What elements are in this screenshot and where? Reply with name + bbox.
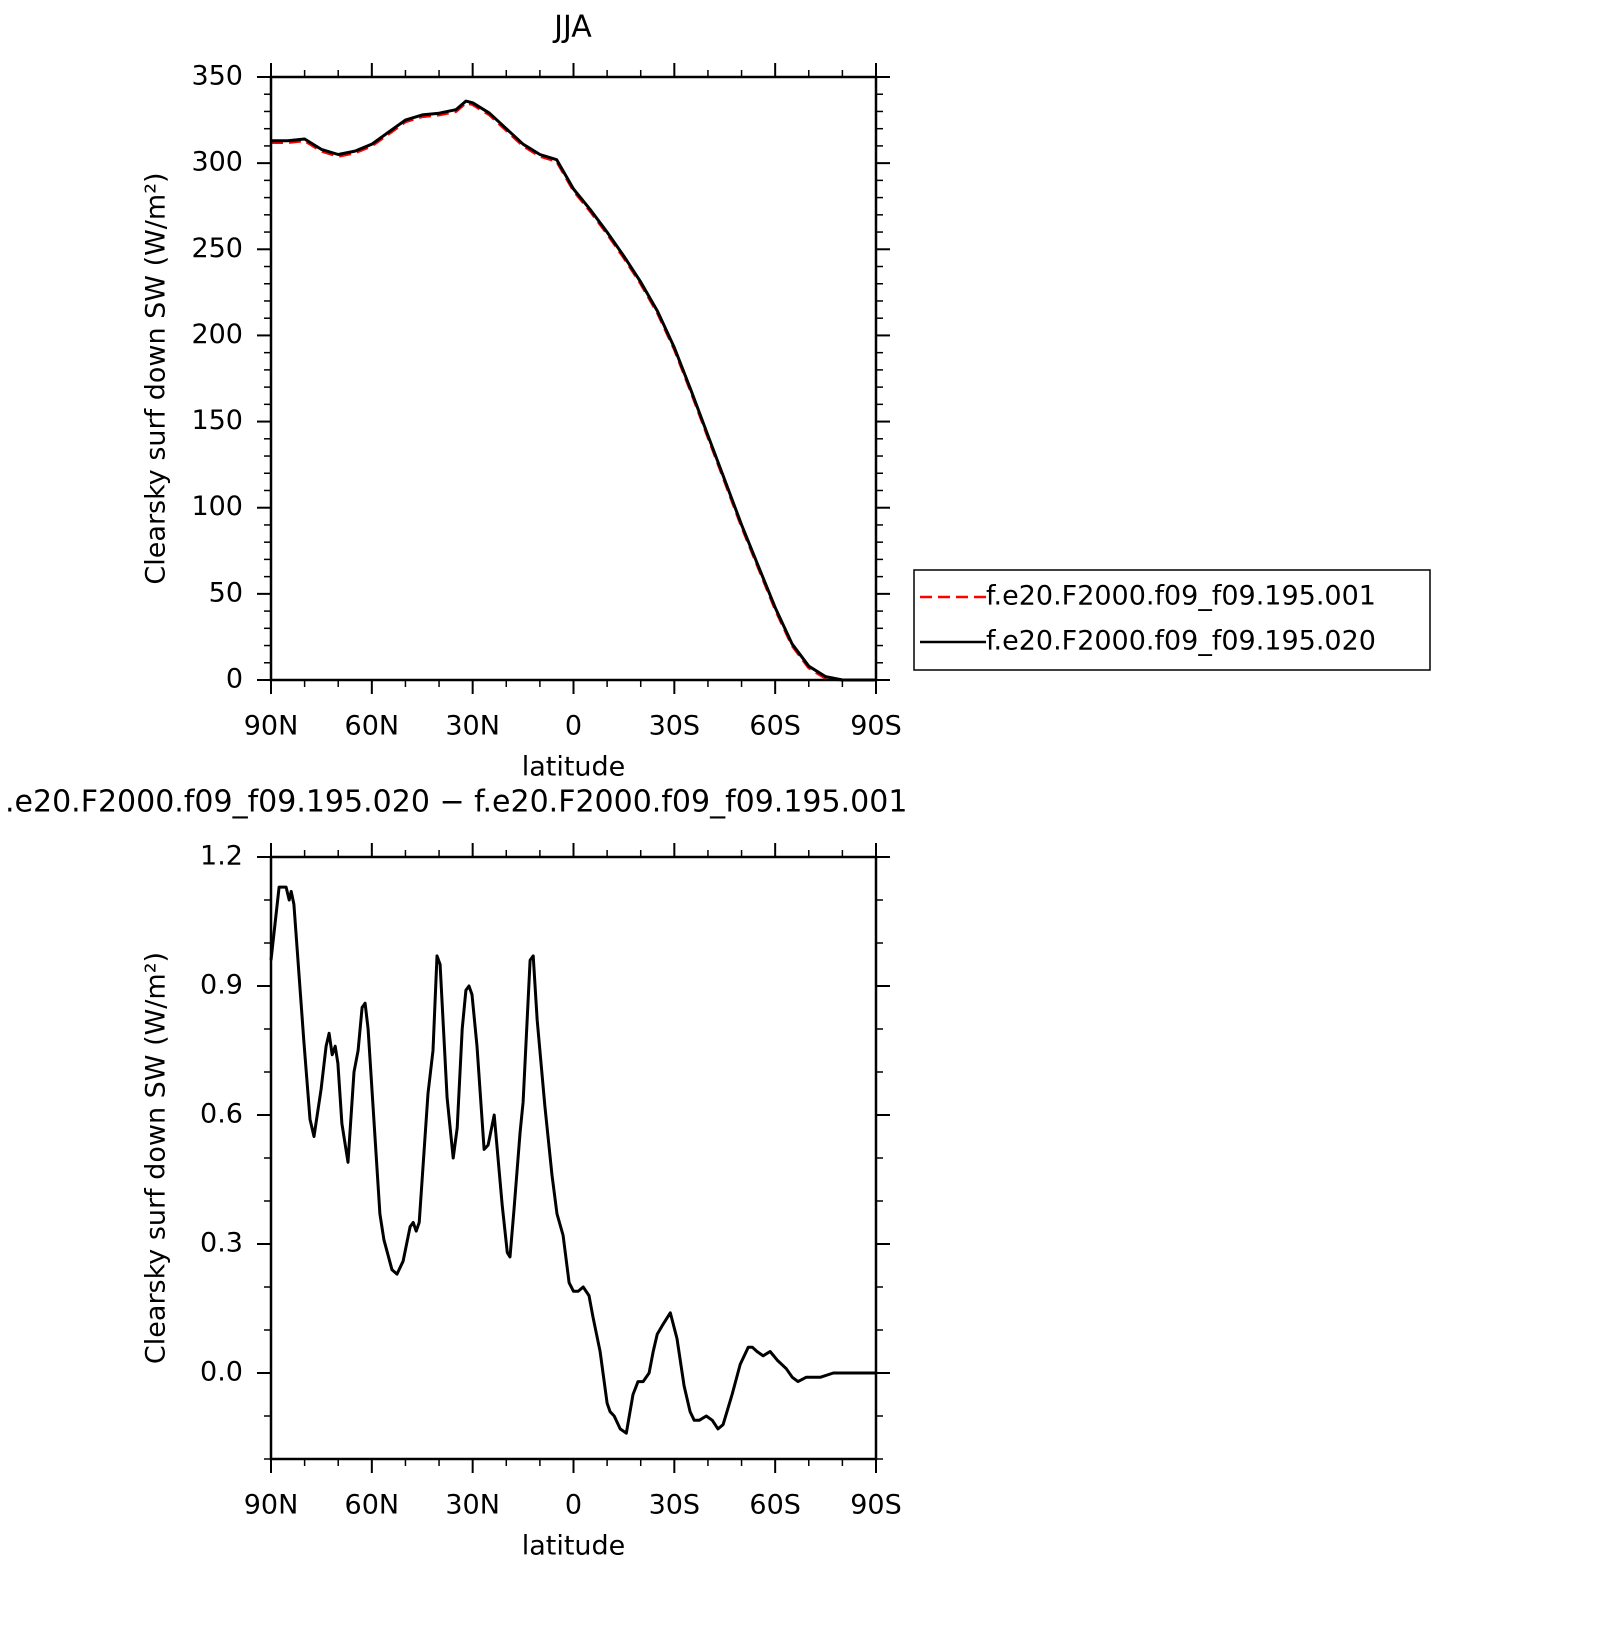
x-tick-label: 30N	[445, 711, 500, 742]
y-tick-label: 300	[191, 147, 243, 178]
y-tick-label: 0	[226, 664, 243, 695]
y-tick-label: 250	[191, 233, 243, 264]
y-tick-label: 0.9	[200, 970, 243, 1001]
y-tick-label: 0.6	[200, 1099, 243, 1130]
x-tick-label: 30S	[649, 1490, 701, 1521]
x-tick-label: 0	[565, 711, 582, 742]
y-tick-label: 200	[191, 319, 243, 350]
y-tick-label: 0.0	[200, 1357, 243, 1388]
series-line	[271, 99, 876, 682]
x-tick-label: 30N	[445, 1490, 500, 1521]
legend-label: f.e20.F2000.f09_f09.195.001	[986, 581, 1376, 612]
x-axis-label: latitude	[522, 752, 626, 783]
x-tick-label: 90N	[244, 711, 299, 742]
plot-frame	[269, 75, 878, 682]
x-tick-label: 90N	[244, 1490, 299, 1521]
y-axis-label: Clearsky surf down SW (W/m²)	[141, 172, 172, 584]
x-tick-label: 30S	[649, 711, 701, 742]
y-tick-label: 150	[191, 405, 243, 436]
y-tick-label: 50	[209, 577, 243, 608]
y-tick-label: 350	[191, 61, 243, 92]
y-tick-label: 100	[191, 491, 243, 522]
plot-frame	[269, 855, 878, 1461]
x-tick-label: 60N	[345, 711, 400, 742]
x-tick-label: 60N	[345, 1490, 400, 1521]
y-tick-label: 0.3	[200, 1228, 243, 1259]
y-axis-label: Clearsky surf down SW (W/m²)	[141, 952, 172, 1364]
legend-box	[913, 569, 1431, 671]
series-line	[269, 885, 876, 1435]
x-tick-label: 60S	[749, 711, 801, 742]
chart-title: .e20.F2000.f09_f09.195.020 − f.e20.F2000…	[5, 785, 907, 820]
x-axis-label: latitude	[522, 1531, 626, 1562]
x-tick-label: 0	[565, 1490, 582, 1521]
x-tick-label: 90S	[850, 1490, 902, 1521]
chart-title: JJA	[552, 10, 592, 45]
x-tick-label: 90S	[850, 711, 902, 742]
legend-label: f.e20.F2000.f09_f09.195.020	[986, 626, 1376, 657]
x-tick-label: 60S	[749, 1490, 801, 1521]
y-tick-label: 1.2	[200, 841, 243, 872]
